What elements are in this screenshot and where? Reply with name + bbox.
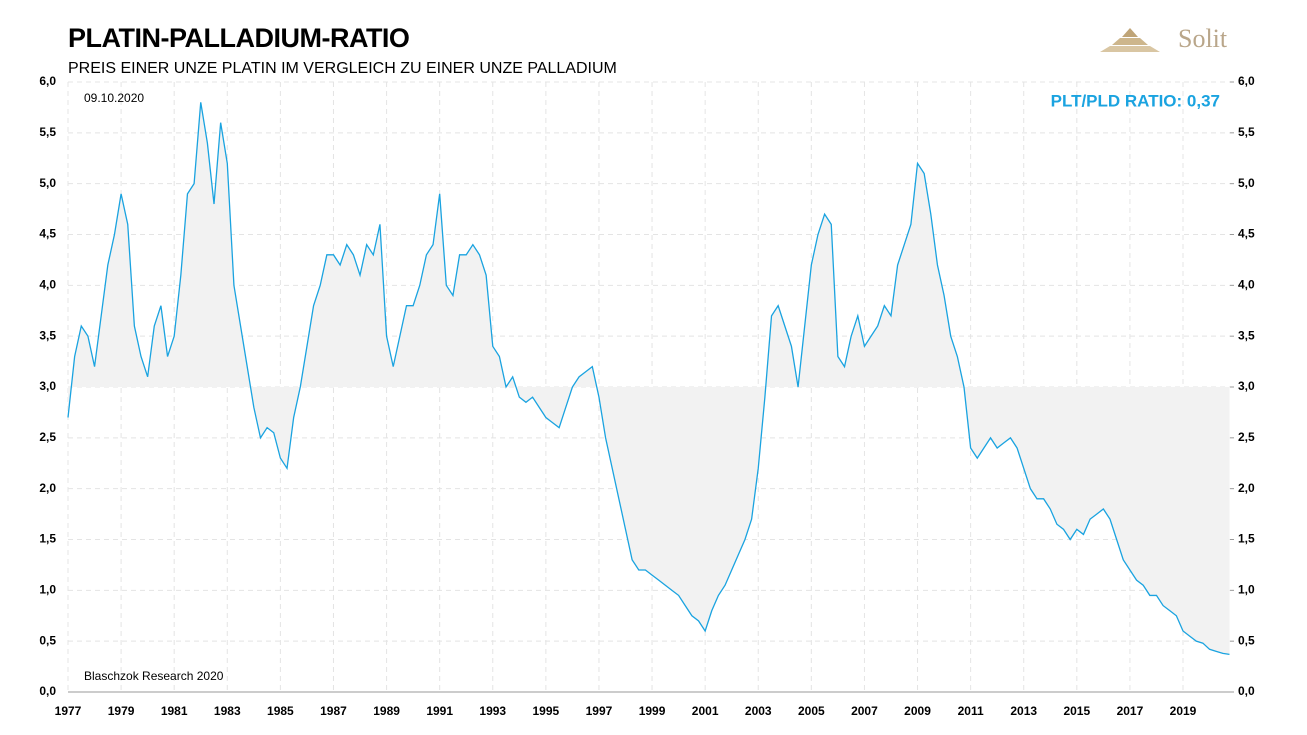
logo-step	[1122, 28, 1138, 37]
y2-tick-label: 5,5	[1238, 125, 1255, 139]
y-tick-label: 6,0	[39, 74, 56, 88]
x-tick-label: 1991	[426, 704, 453, 718]
chart-subtitle: PREIS EINER UNZE PLATIN IM VERGLEICH ZU …	[68, 60, 617, 77]
logo: Solit	[1100, 24, 1228, 53]
logo-step	[1112, 38, 1148, 45]
y2-tick-label: 3,5	[1238, 328, 1255, 342]
x-tick-label: 2005	[798, 704, 825, 718]
x-tick-label: 1983	[214, 704, 241, 718]
y2-tick-label: 3,0	[1238, 379, 1255, 393]
y-tick-label: 0,5	[39, 633, 56, 647]
source-annotation: Blaschzok Research 2020	[84, 669, 224, 683]
x-tick-label: 2009	[904, 704, 931, 718]
x-tick-label: 1987	[320, 704, 347, 718]
x-tick-label: 1985	[267, 704, 294, 718]
y2-tick-label: 0,5	[1238, 633, 1255, 647]
current-value: PLT/PLD RATIO: 0,37	[1051, 91, 1220, 110]
x-tick-label: 2017	[1117, 704, 1144, 718]
x-tick-label: 2007	[851, 704, 878, 718]
y-tick-label: 3,0	[39, 379, 56, 393]
y-tick-label: 1,5	[39, 532, 56, 546]
chart-title: PLATIN-PALLADIUM-RATIO	[68, 23, 409, 53]
y2-tick-label: 4,5	[1238, 227, 1255, 241]
y2-tick-label: 4,0	[1238, 278, 1255, 292]
y-tick-label: 0,0	[39, 684, 56, 698]
x-tick-label: 1981	[161, 704, 188, 718]
x-tick-label: 2015	[1063, 704, 1090, 718]
y-tick-label: 4,0	[39, 278, 56, 292]
logo-text: Solit	[1178, 24, 1228, 53]
y2-tick-label: 0,0	[1238, 684, 1255, 698]
y-tick-label: 1,0	[39, 583, 56, 597]
x-tick-label: 2001	[692, 704, 719, 718]
y2-tick-label: 2,0	[1238, 481, 1255, 495]
y2-tick-label: 1,0	[1238, 583, 1255, 597]
y2-tick-label: 1,5	[1238, 532, 1255, 546]
x-tick-label: 2003	[745, 704, 772, 718]
line	[67, 102, 1230, 656]
y-tick-label: 5,5	[39, 125, 56, 139]
x-tick-label: 1995	[533, 704, 560, 718]
y-tick-label: 5,0	[39, 176, 56, 190]
x-tick-label: 1979	[108, 704, 135, 718]
logo-step	[1100, 46, 1160, 52]
y2-tick-label: 6,0	[1238, 74, 1255, 88]
x-tick-label: 2013	[1010, 704, 1037, 718]
y-tick-label: 3,5	[39, 328, 56, 342]
y2-tick-label: 5,0	[1238, 176, 1255, 190]
x-tick-label: 1993	[479, 704, 506, 718]
x-tick-label: 2011	[958, 704, 984, 718]
x-tick-label: 1997	[586, 704, 613, 718]
y-tick-label: 2,0	[39, 481, 56, 495]
x-tick-label: 2019	[1170, 704, 1197, 718]
area-fill	[68, 102, 1230, 655]
x-tick-label: 1999	[639, 704, 666, 718]
x-tick-label: 1977	[55, 704, 82, 718]
y-tick-label: 2,5	[39, 430, 56, 444]
y2-tick-label: 2,5	[1238, 430, 1255, 444]
y-tick-label: 4,5	[39, 227, 56, 241]
x-tick-label: 1989	[373, 704, 400, 718]
date-annotation: 09.10.2020	[84, 91, 144, 105]
